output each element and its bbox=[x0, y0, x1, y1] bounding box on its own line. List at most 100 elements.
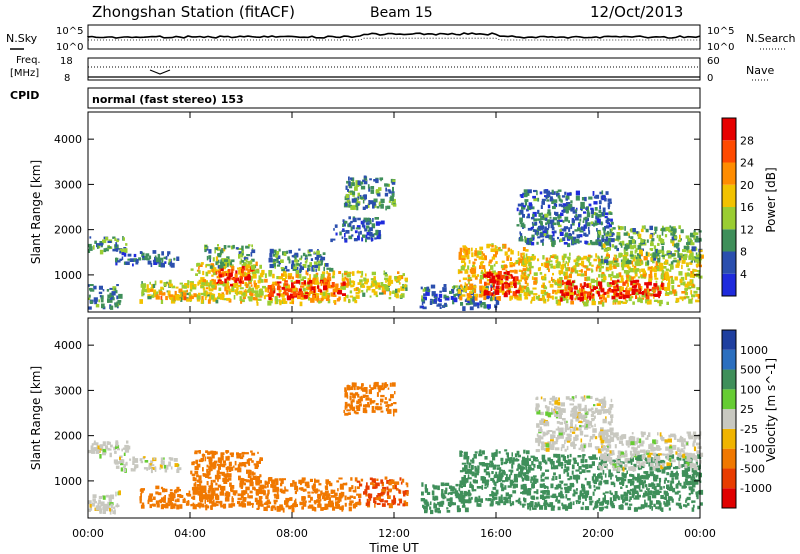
velocity-echo-cell bbox=[218, 471, 222, 475]
power-echo-cell bbox=[645, 298, 650, 304]
power-echo-cell bbox=[622, 278, 624, 282]
power-echo-cell bbox=[638, 295, 641, 298]
velocity-echo-cell bbox=[526, 450, 530, 455]
power-echo-cell bbox=[613, 265, 617, 269]
power-echo-cell bbox=[650, 293, 653, 297]
power-echo-cell bbox=[400, 293, 405, 298]
power-echo-cell bbox=[218, 267, 222, 271]
velocity-echo-cell bbox=[454, 492, 459, 497]
power-echo-cell bbox=[558, 217, 560, 222]
velocity-echo-cell bbox=[662, 460, 666, 464]
power-echo-cell bbox=[600, 288, 605, 293]
power-echo-cell bbox=[325, 263, 329, 267]
power-echo-cell bbox=[333, 228, 335, 231]
power-echo-cell bbox=[565, 198, 568, 201]
velocity-echo-cell bbox=[511, 459, 515, 465]
power-echo-cell bbox=[189, 288, 193, 292]
power-echo-cell bbox=[604, 298, 607, 303]
power-echo-cell bbox=[489, 278, 494, 284]
power-echo-cell bbox=[689, 261, 693, 265]
velocity-echo-cell bbox=[212, 479, 216, 483]
velocity-echo-cell bbox=[471, 487, 474, 492]
power-echo-cell bbox=[311, 266, 314, 272]
power-echo-cell bbox=[443, 294, 447, 299]
power-echo-cell bbox=[330, 238, 333, 243]
velocity-echo-cell bbox=[405, 482, 408, 486]
power-echo-cell bbox=[335, 232, 338, 236]
power-echo-cell bbox=[626, 278, 629, 282]
power-echo-cell bbox=[586, 212, 591, 218]
velocity-echo-cell bbox=[194, 450, 199, 453]
power-echo-cell bbox=[234, 273, 238, 278]
power-echo-cell bbox=[370, 186, 375, 190]
power-echo-cell bbox=[544, 291, 549, 296]
velocity-echo-cell bbox=[356, 400, 360, 405]
power-echo-cell bbox=[498, 296, 501, 301]
power-echo-cell bbox=[207, 270, 211, 274]
velocity-echo-cell bbox=[637, 506, 643, 510]
power-echo-cell bbox=[142, 288, 147, 293]
power-echo-cell bbox=[612, 301, 615, 305]
power-echo-cell bbox=[616, 273, 620, 279]
power-echo-cell bbox=[373, 276, 376, 281]
velocity-echo-cell bbox=[672, 473, 676, 477]
power-echo-cell bbox=[493, 263, 496, 267]
velocity-echo-cell bbox=[373, 499, 376, 503]
power-echo-cell bbox=[526, 237, 531, 241]
power-echo-cell bbox=[624, 251, 629, 256]
power-echo-cell bbox=[576, 293, 579, 297]
power-echo-cell bbox=[570, 268, 575, 273]
velocity-echo-cell bbox=[395, 484, 397, 490]
power-echo-cell bbox=[177, 298, 181, 301]
y-tick-label: 1000 bbox=[54, 269, 82, 282]
power-echo-cell bbox=[387, 282, 392, 286]
power-echo-cell bbox=[609, 262, 612, 267]
power-echo-cell bbox=[245, 283, 249, 289]
power-echo-cell bbox=[546, 199, 550, 202]
power-echo-cell bbox=[160, 299, 164, 304]
power-echo-cell bbox=[389, 290, 392, 296]
power-echo-cell bbox=[641, 225, 645, 229]
power-echo-cell bbox=[541, 284, 544, 288]
power-echo-cell bbox=[291, 276, 294, 280]
velocity-echo-cell bbox=[246, 469, 251, 474]
power-echo-cell bbox=[384, 284, 389, 290]
power-echo-cell bbox=[603, 276, 607, 280]
power-echo-cell bbox=[647, 281, 652, 286]
velocity-echo-cell bbox=[358, 493, 362, 498]
power-echo-cell bbox=[494, 290, 500, 295]
power-echo-cell bbox=[593, 286, 597, 290]
velocity-echo-cell bbox=[318, 483, 322, 486]
velocity-echo-cell bbox=[560, 454, 565, 458]
power-echo-cell bbox=[509, 264, 513, 268]
velocity-echo-cell bbox=[267, 479, 270, 484]
velocity-echo-cell bbox=[268, 477, 273, 481]
power-echo-cell bbox=[127, 258, 131, 261]
velocity-echo-cell bbox=[242, 502, 245, 506]
power-echo-cell bbox=[562, 294, 565, 299]
velocity-echo-cell bbox=[483, 450, 485, 455]
power-echo-cell bbox=[258, 275, 262, 281]
velocity-echo-cell bbox=[179, 504, 183, 509]
power-echo-cell bbox=[246, 254, 250, 257]
velocity-echo-cell bbox=[498, 496, 501, 501]
velocity-echo-cell bbox=[467, 474, 470, 480]
power-echo-cell bbox=[459, 247, 463, 252]
power-echo-cell bbox=[637, 245, 642, 250]
velocity-echo-cell bbox=[523, 449, 526, 454]
power-echo-cell bbox=[582, 292, 585, 296]
velocity-echo-cell bbox=[500, 457, 504, 462]
power-echo-cell bbox=[90, 300, 93, 304]
power-echo-cell bbox=[575, 262, 579, 267]
power-echo-cell bbox=[572, 230, 575, 235]
power-echo-cell bbox=[307, 268, 309, 272]
power-echo-cell bbox=[160, 295, 163, 300]
power-echo-cell bbox=[542, 230, 547, 234]
power-echo-cell bbox=[616, 247, 619, 252]
velocity-echo-cell bbox=[516, 468, 519, 471]
power-echo-cell bbox=[672, 289, 677, 294]
power-echo-cell bbox=[685, 296, 690, 299]
velocity-echo-cell bbox=[424, 502, 427, 505]
power-echo-cell bbox=[653, 232, 655, 236]
velocity-echo-cell bbox=[540, 478, 545, 482]
